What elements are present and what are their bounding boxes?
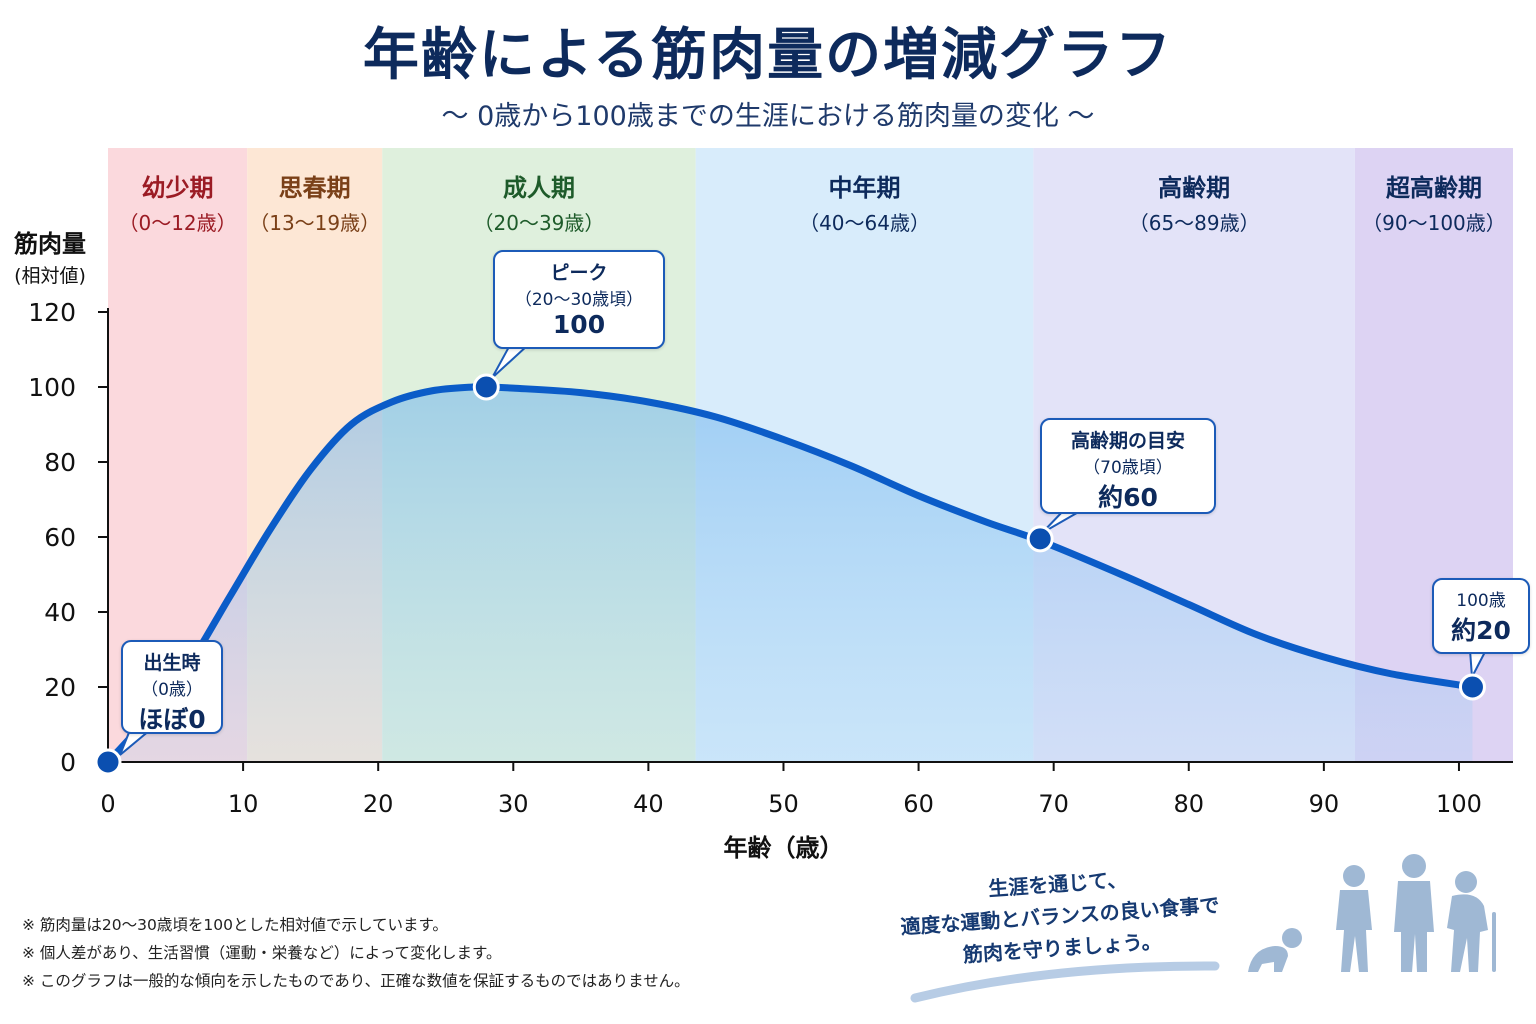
tick-labels: 0 20 40 60 80 100 120 0 10 20 30 40 50 60 70 80 90 100 bbox=[28, 298, 1482, 818]
callout-birth-value: ほぼ0 bbox=[138, 705, 206, 734]
highlight-points bbox=[94, 344, 1488, 776]
y-axis-sublabel: (相対値) bbox=[14, 265, 86, 287]
page-subtitle: ～ 0歳から100歳までの生涯における筋肉量の変化 ～ bbox=[441, 101, 1095, 132]
footnote-1: ※ 筋肉量は20～30歳頃を100とした相対値で示しています。 bbox=[22, 916, 448, 934]
footnote-2: ※ 個人差があり、生活習慣（運動・栄養など）によって変化します。 bbox=[22, 944, 502, 962]
decorative-swoosh bbox=[910, 961, 1220, 1003]
y-tick-label-0: 0 bbox=[60, 748, 76, 777]
period-range-3: （40～64歳） bbox=[799, 211, 930, 235]
axes bbox=[98, 308, 1513, 771]
callout-100: 100歳 約20 bbox=[1432, 578, 1530, 654]
period-name-5: 超高齢期 bbox=[1386, 174, 1482, 202]
y-tick-label-1: 20 bbox=[44, 673, 76, 702]
x-tick-label-4: 40 bbox=[633, 790, 664, 818]
highlight-point-2 bbox=[1026, 525, 1054, 553]
y-tick-label-5: 100 bbox=[28, 373, 76, 402]
x-axis-label: 年齢（歳） bbox=[723, 834, 843, 862]
callout-birth-sub: （0歳） bbox=[141, 680, 203, 700]
callout-elderly-value: 約60 bbox=[1098, 483, 1158, 512]
period-name-0: 幼少期 bbox=[142, 174, 214, 202]
axis-labels: 年齢（歳） 筋肉量 (相対値) bbox=[13, 230, 843, 862]
x-tick-label-1: 10 bbox=[228, 790, 259, 818]
period-range-5: （90～100歳） bbox=[1362, 211, 1506, 235]
callout-birth: 出生時 （0歳） ほぼ0 bbox=[121, 640, 223, 734]
period-name-1: 思春期 bbox=[279, 174, 351, 202]
highlight-point-1 bbox=[472, 373, 500, 401]
callout-elderly-sub: （70歳頃） bbox=[1083, 458, 1173, 478]
y-tick-label-2: 40 bbox=[44, 598, 76, 627]
y-axis-label: 筋肉量 bbox=[13, 230, 86, 258]
callout-peak-label: ピーク bbox=[550, 262, 608, 284]
x-tick-label-5: 50 bbox=[768, 790, 799, 818]
callout-elderly-label: 高齢期の目安 bbox=[1070, 430, 1185, 452]
y-tick-label-6: 120 bbox=[28, 298, 76, 327]
x-tick-label-10: 100 bbox=[1436, 790, 1482, 818]
x-tick-label-8: 80 bbox=[1173, 790, 1204, 818]
x-tick-label-2: 20 bbox=[363, 790, 394, 818]
y-tick-label-4: 80 bbox=[44, 448, 76, 477]
period-labels: 幼少期 （0～12歳） 思春期 （13～19歳） 成人期 （20～39歳） 中年期 （40～6… bbox=[118, 174, 1505, 235]
data-line bbox=[104, 383, 1476, 766]
x-tick-label-7: 70 bbox=[1038, 790, 1069, 818]
human-life-stages-silhouette-icon bbox=[1248, 854, 1496, 972]
footnote-3: ※ このグラフは一般的な傾向を示したものであり、正確な数値を保証するものではあり… bbox=[22, 972, 690, 990]
callout-100-value: 約20 bbox=[1451, 616, 1511, 645]
period-band-5 bbox=[1354, 148, 1513, 762]
x-tick-label-6: 60 bbox=[903, 790, 934, 818]
callout-peak-sub: （20～30歳頃） bbox=[514, 290, 644, 310]
highlight-point-3 bbox=[1458, 673, 1486, 701]
page-title: 年齢による筋肉量の増減グラフ bbox=[362, 23, 1174, 88]
x-tick-label-3: 30 bbox=[498, 790, 529, 818]
y-tick-label-3: 60 bbox=[44, 523, 76, 552]
period-range-2: （20～39歳） bbox=[474, 211, 605, 235]
callout-peak: ピーク （20～30歳頃） 100 bbox=[493, 250, 665, 349]
period-range-1: （13～19歳） bbox=[249, 211, 380, 235]
period-range-0: （0～12歳） bbox=[118, 211, 236, 235]
x-tick-label-9: 90 bbox=[1309, 790, 1340, 818]
callout-birth-label: 出生時 bbox=[143, 652, 201, 674]
x-tick-label-0: 0 bbox=[100, 790, 115, 818]
callout-peak-value: 100 bbox=[552, 310, 606, 339]
data-area-fill bbox=[108, 386, 1473, 762]
period-name-3: 中年期 bbox=[829, 174, 901, 202]
highlight-point-0 bbox=[94, 748, 122, 776]
period-name-2: 成人期 bbox=[503, 174, 575, 202]
period-range-4: （65～89歳） bbox=[1129, 211, 1260, 235]
callout-elderly: 高齢期の目安 （70歳頃） 約60 bbox=[1040, 418, 1216, 514]
callout-100-label: 100歳 bbox=[1456, 591, 1506, 611]
period-name-4: 高齢期 bbox=[1158, 174, 1230, 202]
